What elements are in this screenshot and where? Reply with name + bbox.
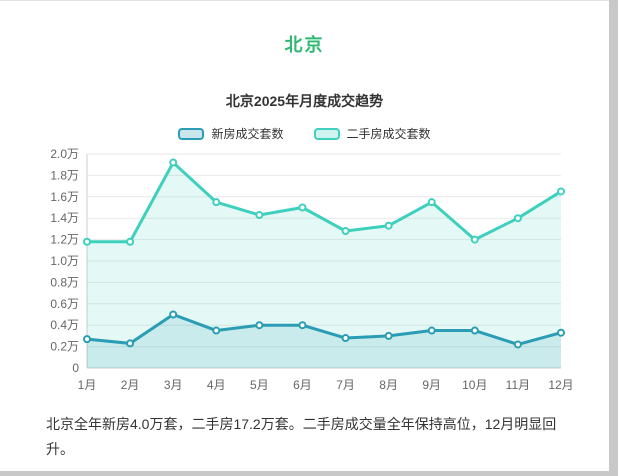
svg-text:1.2万: 1.2万 [50,233,79,247]
line-chart: 0 0.2万 0.4万 0.6万 0.8万 1.0万 1.2万 1.4万 1.6万 1.8万 2.0… [50,147,573,392]
svg-text:1.6万: 1.6万 [50,190,79,204]
svg-text:1.8万: 1.8万 [50,168,79,182]
svg-text:7月: 7月 [336,378,355,392]
svg-text:9月: 9月 [422,378,441,392]
legend-label-secondhand-homes: 二手房成交套数 [346,127,431,141]
chart-legend: 新房成交套数 二手房成交套数 [0,125,609,142]
svg-text:4月: 4月 [206,378,225,392]
svg-text:3月: 3月 [163,378,182,392]
svg-text:11月: 11月 [505,378,529,392]
legend-label-new-homes: 新房成交套数 [211,127,284,141]
svg-text:10月: 10月 [462,378,487,392]
svg-text:12月: 12月 [548,378,573,392]
svg-text:8月: 8月 [379,378,398,392]
legend-marker-new-homes-icon [178,127,205,140]
svg-text:0.8万: 0.8万 [50,275,79,289]
svg-text:2.0万: 2.0万 [50,147,79,161]
svg-text:0.6万: 0.6万 [50,297,79,311]
page: 北京 北京2025年月度成交趋势 新房成交套数 二手房成交套数 0 0.2万 0.4… [0,0,609,471]
legend-item-secondhand-homes[interactable]: 二手房成交套数 [313,125,431,142]
svg-text:0.2万: 0.2万 [50,340,79,354]
svg-text:1月: 1月 [77,378,96,392]
chart-title: 北京2025年月度成交趋势 [225,93,384,109]
svg-text:0.4万: 0.4万 [50,318,79,332]
chart-container: 北京2025年月度成交趋势 新房成交套数 二手房成交套数 0 0.2万 0.4万 0.… [0,91,609,398]
svg-text:0: 0 [72,361,79,375]
svg-text:2月: 2月 [120,378,139,392]
svg-text:1.0万: 1.0万 [50,254,79,268]
svg-text:1.4万: 1.4万 [50,211,79,225]
page-title: 北京 [284,35,325,55]
legend-item-new-homes[interactable]: 新房成交套数 [178,125,284,142]
svg-text:5月: 5月 [250,378,269,392]
summary-text: 北京全年新房4.0万套，二手房17.2万套。二手房成交量全年保持高位，12月明显… [46,416,557,458]
legend-marker-secondhand-homes-icon [313,127,340,140]
svg-text:6月: 6月 [293,378,312,392]
